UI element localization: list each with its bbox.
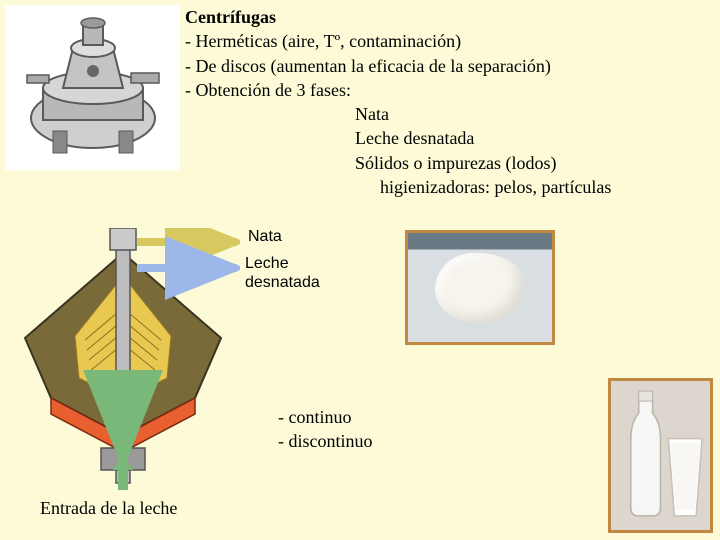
phase-solidos: Sólidos o impurezas (lodos)	[185, 151, 611, 175]
milk-svg	[611, 381, 710, 530]
phase-nata: Nata	[185, 102, 611, 126]
cutaway-svg	[5, 228, 240, 493]
bullet-fases: - Obtención de 3 fases:	[185, 78, 611, 102]
centrifuge-machine-image	[5, 5, 180, 170]
centrifuge-svg	[13, 13, 173, 163]
diagram-label-leche-l2: desnatada	[245, 273, 320, 292]
cream-photo	[405, 230, 555, 345]
main-text-block: Centrífugas - Herméticas (aire, Tº, cont…	[185, 5, 611, 199]
milk-photo	[608, 378, 713, 533]
bullet-discos: - De discos (aumentan la eficacia de la …	[185, 54, 611, 78]
mode-discontinuo: - discontinuo	[278, 429, 373, 453]
diagram-label-leche: Leche desnatada	[245, 254, 320, 292]
diagram-label-nata: Nata	[248, 228, 282, 246]
title: Centrífugas	[185, 5, 611, 29]
cream-blob	[435, 253, 525, 323]
centrifuge-cutaway-diagram	[5, 228, 240, 493]
phase-leche: Leche desnatada	[185, 126, 611, 150]
mode-text: - continuo - discontinuo	[278, 405, 373, 454]
diagram-label-leche-l1: Leche	[245, 254, 320, 273]
bullet-hermeticas: - Herméticas (aire, Tº, contaminación)	[185, 29, 611, 53]
entry-label: Entrada de la leche	[40, 498, 177, 519]
mode-continuo: - continuo	[278, 405, 373, 429]
phase-higienizadoras: higienizadoras: pelos, partículas	[185, 175, 611, 199]
